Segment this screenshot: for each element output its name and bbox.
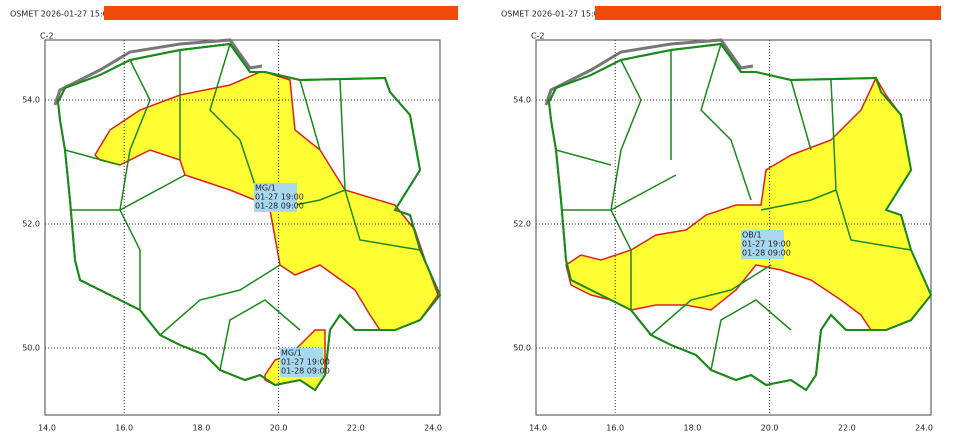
warning-label-box (254, 183, 297, 212)
region-border (830, 79, 837, 191)
region-border (70, 174, 186, 211)
region-border (555, 149, 612, 166)
warning-from: 01-27 19:00 (255, 193, 304, 202)
region-border (561, 174, 677, 211)
region-border (219, 299, 301, 371)
lon-label: 20.0 (270, 424, 288, 433)
region-border (299, 79, 321, 151)
warning-label-box (280, 348, 323, 377)
lon-label: 18.0 (683, 424, 701, 433)
lon-label: 22.0 (347, 424, 365, 433)
region-border (710, 299, 792, 371)
lat-label: 54.0 (513, 96, 531, 105)
warning-label-box (741, 230, 784, 259)
region-border (344, 189, 421, 251)
status-bar (595, 6, 941, 20)
lon-label: 16.0 (115, 424, 133, 433)
warning-code: OB/1 (742, 231, 762, 240)
lon-label: 24.0 (424, 424, 442, 433)
region-border (835, 189, 912, 251)
lon-label: 14.0 (529, 424, 547, 433)
lat-label: 52.0 (22, 220, 40, 229)
map-panel: OSMET 2026-01-27 15:00 C-2 54.0 52.0 50.0 14.… (10, 6, 458, 433)
warning-to: 01-28 09:00 (255, 202, 304, 211)
warning-to: 01-28 09:00 (742, 249, 791, 258)
warning-from: 01-27 19:00 (281, 358, 330, 367)
region-border (790, 79, 812, 151)
region-border (339, 79, 346, 191)
region-border (159, 264, 281, 336)
warning-code: MG/1 (281, 349, 302, 358)
region-border (650, 264, 772, 336)
corner-label: C-2 (531, 32, 545, 41)
lon-label: 16.0 (606, 424, 624, 433)
lat-label: 50.0 (513, 344, 531, 353)
country-border (56, 42, 442, 392)
lon-label: 18.0 (192, 424, 210, 433)
region-border (119, 59, 151, 310)
map-panel: OSMET 2026-01-27 15:00 C-2 54.0 52.0 50.0 14.… (501, 6, 941, 433)
lat-label: 54.0 (22, 96, 40, 105)
lon-label: 14.0 (38, 424, 56, 433)
lon-label: 24.0 (915, 424, 933, 433)
region-border (700, 43, 752, 201)
warning-code: MG/1 (255, 184, 276, 193)
region-border (610, 59, 642, 310)
region-border (760, 189, 837, 211)
warning-from: 01-27 19:00 (742, 240, 791, 249)
region-border (64, 149, 121, 166)
lat-label: 52.0 (513, 220, 531, 229)
corner-label: C-2 (40, 32, 54, 41)
status-bar (104, 6, 458, 20)
lon-label: 20.0 (761, 424, 779, 433)
lon-label: 22.0 (838, 424, 856, 433)
lat-label: 50.0 (22, 344, 40, 353)
panel-header: OSMET 2026-01-27 15:00 (10, 10, 113, 19)
region-border (209, 43, 261, 201)
warning-to: 01-28 09:00 (281, 367, 330, 376)
panel-header: OSMET 2026-01-27 15:00 (501, 10, 604, 19)
country-border (547, 42, 933, 392)
